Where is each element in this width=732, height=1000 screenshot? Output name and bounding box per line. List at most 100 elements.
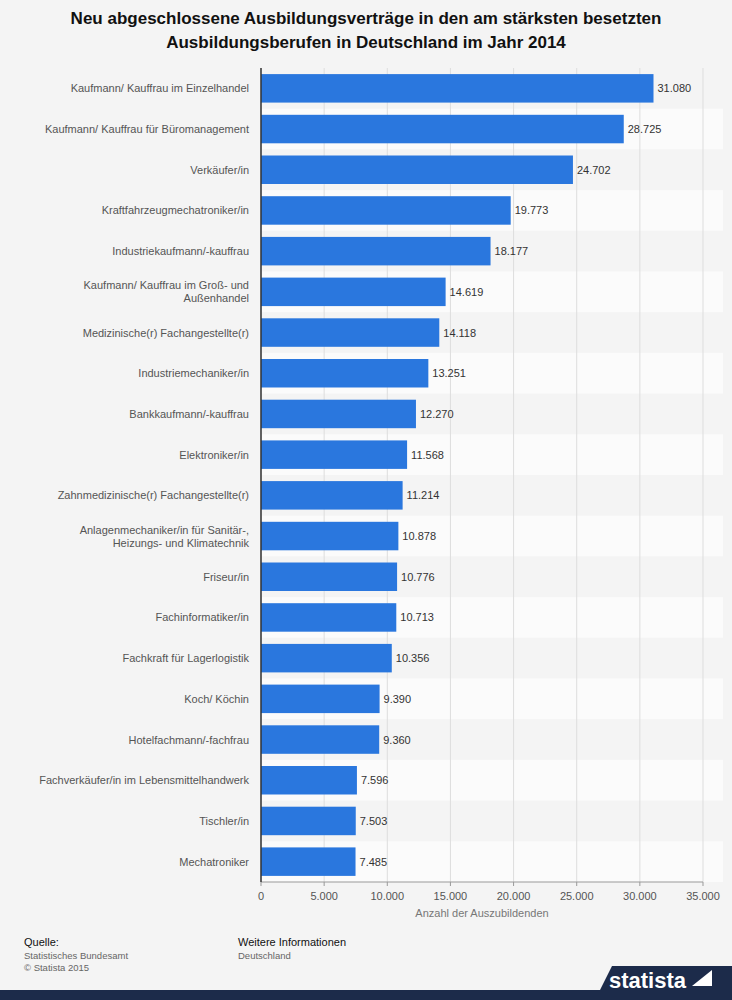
category-label-line: Zahnmedizinische(r) Fachangestellte(r) [58,489,249,501]
bar [261,807,356,835]
row-stripe [261,272,723,313]
bar [261,359,428,387]
data-label: 13.251 [432,367,466,379]
tick-mark [387,882,388,886]
bar [261,725,379,753]
category-label: Kaufmann/ Kauffrau für Büromanagement [45,123,249,135]
row-stripe [261,190,723,231]
tick-mark [324,882,325,886]
bar [261,644,392,672]
category-label-line: Kaufmann/ Kauffrau im Einzelhandel [71,82,249,94]
category-label-line: Hotelfachmann/-fachfrau [129,734,249,746]
grid-line [450,68,451,882]
data-label: 7.485 [360,856,388,868]
data-label: 9.360 [383,734,411,746]
row-stripe [261,109,723,150]
row-stripe [261,760,723,801]
category-label: Medizinische(r) Fachangestellte(r) [83,327,249,339]
category-label: Industriemechaniker/in [138,367,249,379]
category-label: Friseur/in [203,571,249,583]
x-axis-label: Anzahl der Auszubildenden [415,907,548,919]
background [0,0,732,1000]
bar [261,237,491,265]
category-label: Kaufmann/ Kauffrau im Groß- undAußenhand… [84,279,250,304]
data-label: 18.177 [495,245,529,257]
title-line: Ausbildungsberufen in Deutschland im Jah… [166,33,566,52]
category-label: Anlagenmechaniker/in für Sanitär-,Heizun… [80,524,250,549]
bar [261,74,653,102]
category-label-line: Mechatroniker [179,856,249,868]
data-label: 10.713 [400,611,434,623]
category-label-line: Verkäufer/in [190,164,249,176]
data-label: 7.596 [361,774,389,786]
category-label-line: Koch/ Köchin [184,693,249,705]
row-stripe [261,516,723,557]
tick-label: 10.000 [370,890,404,902]
data-label: 11.214 [407,489,440,501]
grid-line [576,68,577,882]
bars [261,74,653,876]
category-label-line: Fachverkäufer/in im Lebensmittelhandwerk [39,774,249,786]
category-label: Industriekaufmann/-kauffrau [112,245,249,257]
tick-label: 35.000 [686,890,720,902]
grid-line [261,68,262,882]
grid [261,68,703,882]
info-label: Weitere Informationen [238,936,346,948]
data-label: 14.118 [443,327,476,339]
bar [261,156,573,184]
grid-line [513,68,514,882]
x-axis-line [261,882,703,883]
bar [261,400,416,428]
row-stripe [261,353,723,394]
tick-label: 30.000 [623,890,657,902]
grid-line [324,68,325,882]
data-label: 10.776 [401,571,435,583]
title-line: Neu abgeschlossene Ausbildungsverträge i… [71,9,662,28]
grid-line [387,68,388,882]
footer-band [0,966,732,1000]
data-label: 12.270 [420,408,454,420]
category-label: Zahnmedizinische(r) Fachangestellte(r) [58,489,249,501]
bar [261,278,446,306]
info: Deutschland [238,950,291,961]
category-label-line: Außenhandel [184,292,249,304]
chart: Neu abgeschlossene Ausbildungsverträge i… [0,0,732,1000]
y-axis-line [260,68,262,882]
category-label-line: Anlagenmechaniker/in für Sanitär-, [80,524,249,536]
category-label: Kraftfahrzeugmechatroniker/in [102,204,249,216]
category-label-line: Kaufmann/ Kauffrau im Groß- und [84,279,250,291]
row-stripe [261,679,723,720]
bar [261,563,397,591]
bar [261,115,624,143]
tick-mark [639,882,640,886]
category-label-line: Industriemechaniker/in [138,367,249,379]
data-label: 7.503 [360,815,388,827]
data-label: 19.773 [515,204,549,216]
row-stripe [261,597,723,638]
grid-line [703,68,704,882]
category-label-line: Heizungs- und Klimatechnik [113,537,250,549]
data-label: 11.568 [411,449,444,461]
category-label: Tischler/in [199,815,249,827]
tick-mark [576,882,577,886]
category-label-line: Fachinformatiker/in [155,611,249,623]
category-label: Fachinformatiker/in [155,611,249,623]
grid-line [639,68,640,882]
category-label-line: Friseur/in [203,571,249,583]
tick-mark [261,882,262,886]
data-label: 28.725 [628,123,662,135]
category-label: Kaufmann/ Kauffrau im Einzelhandel [71,82,249,94]
category-label-line: Industriekaufmann/-kauffrau [112,245,249,257]
bar [261,318,439,346]
source-label: Quelle: [24,936,59,948]
bar [261,522,398,550]
category-label-line: Elektroniker/in [179,449,249,461]
brand-logo: statista [609,968,687,993]
data-label: 14.619 [450,286,484,298]
bar [261,847,356,875]
category-label-line: Medizinische(r) Fachangestellte(r) [83,327,249,339]
tick-mark [703,882,704,886]
bar [261,481,403,509]
tick-mark [513,882,514,886]
tick-label: 0 [258,890,264,902]
